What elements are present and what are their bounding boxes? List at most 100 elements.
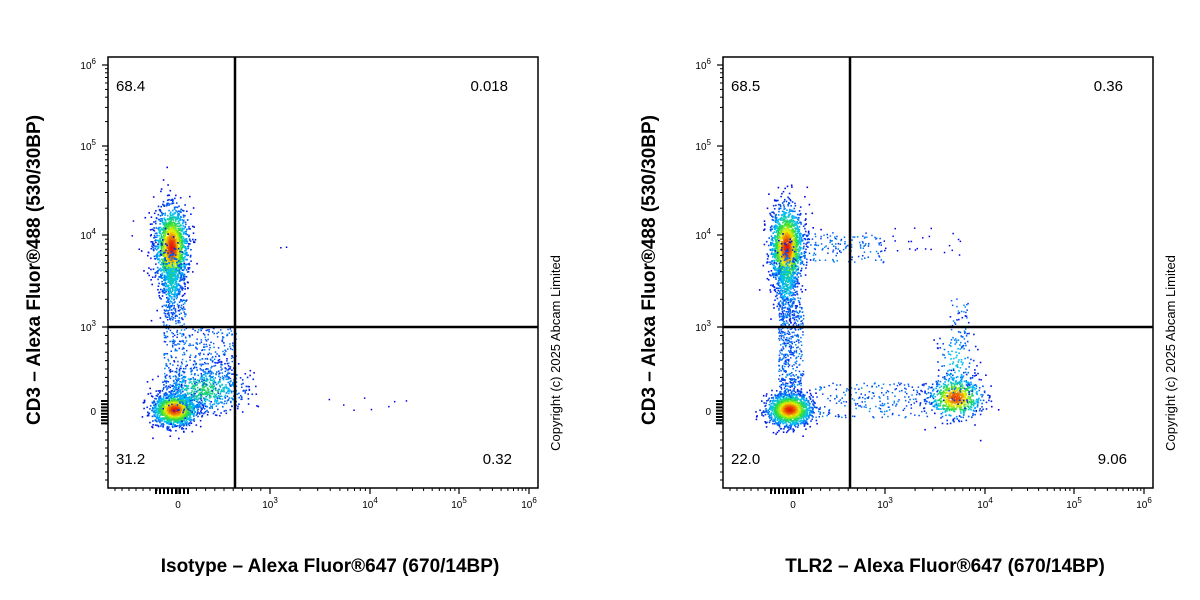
- event-dot: [178, 419, 181, 421]
- event-dot: [185, 422, 188, 424]
- event-dot: [164, 279, 167, 282]
- event-dot: [184, 368, 187, 370]
- event-dot: [228, 382, 231, 385]
- event-dot: [161, 418, 164, 421]
- event-dot: [173, 390, 176, 393]
- event-dot: [160, 411, 163, 413]
- event-dot: [168, 262, 171, 265]
- event-dot: [202, 379, 205, 381]
- event-dot: [203, 397, 205, 399]
- event-dot: [171, 414, 173, 416]
- event-dot: [187, 405, 190, 407]
- event-dot: [162, 398, 164, 401]
- event-dot: [182, 210, 185, 212]
- event-dot: [195, 363, 197, 366]
- event-dot: [164, 239, 166, 242]
- event-dot: [161, 240, 163, 243]
- event-dot: [171, 240, 174, 242]
- event-dot: [176, 384, 179, 386]
- event-dot: [181, 401, 184, 403]
- event-dot: [193, 399, 196, 402]
- event-dot: [231, 390, 233, 393]
- event-dot: [173, 394, 176, 396]
- event-dot: [223, 390, 225, 393]
- event-dot: [171, 232, 173, 234]
- event-dot: [162, 264, 165, 267]
- event-dot: [181, 239, 184, 241]
- event-dot: [169, 377, 172, 380]
- event-dot: [228, 392, 230, 395]
- event-dot: [196, 262, 198, 265]
- event-dot: [198, 397, 200, 399]
- event-dot: [169, 247, 172, 249]
- event-dot: [787, 269, 789, 272]
- event-dot: [184, 389, 187, 391]
- event-dot: [174, 245, 177, 248]
- event-dot: [161, 239, 164, 241]
- event-dot: [185, 411, 187, 413]
- event-dot: [188, 401, 190, 403]
- event-dot: [218, 395, 221, 398]
- event-dot: [166, 239, 168, 242]
- event-dot: [181, 227, 184, 229]
- event-dot: [223, 386, 225, 389]
- event-dot: [160, 237, 162, 239]
- event-dot: [186, 392, 189, 394]
- event-dot: [171, 265, 174, 267]
- event-dot: [183, 282, 186, 284]
- event-dot: [179, 300, 182, 302]
- event-dot: [189, 404, 191, 407]
- event-dot: [174, 268, 177, 271]
- event-dot: [181, 253, 184, 256]
- event-dot: [208, 331, 210, 333]
- event-dot: [204, 405, 207, 408]
- event-dot: [218, 397, 220, 399]
- event-dot: [183, 351, 185, 354]
- event-dot: [157, 243, 159, 245]
- event-dot: [186, 252, 188, 254]
- event-dot: [211, 376, 213, 378]
- event-dot: [777, 203, 780, 206]
- event-dot: [201, 378, 203, 380]
- event-dot: [177, 411, 180, 414]
- event-dot: [204, 372, 207, 375]
- event-dot: [166, 394, 168, 397]
- event-dot: [176, 259, 179, 262]
- event-dot: [232, 344, 234, 347]
- event-dot: [147, 254, 149, 257]
- event-dot: [159, 412, 161, 414]
- event-dot: [220, 369, 222, 371]
- event-dot: [174, 398, 177, 401]
- event-dot: [170, 405, 173, 408]
- event-dot: [174, 251, 176, 254]
- event-dot: [150, 247, 152, 250]
- event-dot: [175, 218, 177, 221]
- event-dot: [152, 437, 154, 440]
- event-dot: [158, 276, 160, 278]
- event-dot: [185, 239, 187, 242]
- event-dot: [181, 335, 183, 337]
- event-dot: [165, 236, 168, 238]
- event-dot: [194, 383, 196, 385]
- event-dot: [179, 410, 182, 412]
- event-dot: [181, 428, 183, 430]
- event-dot: [175, 425, 178, 427]
- event-dot: [201, 391, 203, 394]
- event-dot: [194, 356, 196, 359]
- event-dot: [182, 418, 184, 421]
- event-dot: [173, 334, 176, 337]
- event-dot: [166, 257, 168, 259]
- event-dot: [173, 312, 176, 315]
- event-dot: [175, 297, 178, 300]
- event-dot: [229, 377, 232, 380]
- event-dot: [225, 367, 227, 370]
- event-dot: [204, 336, 207, 339]
- event-dot: [170, 278, 172, 280]
- event-dot: [161, 272, 164, 275]
- event-dot: [230, 400, 232, 403]
- event-dot: [178, 229, 180, 232]
- event-dot: [165, 310, 167, 312]
- event-dot: [217, 370, 220, 372]
- event-dot: [175, 216, 178, 219]
- event-dot: [168, 250, 171, 252]
